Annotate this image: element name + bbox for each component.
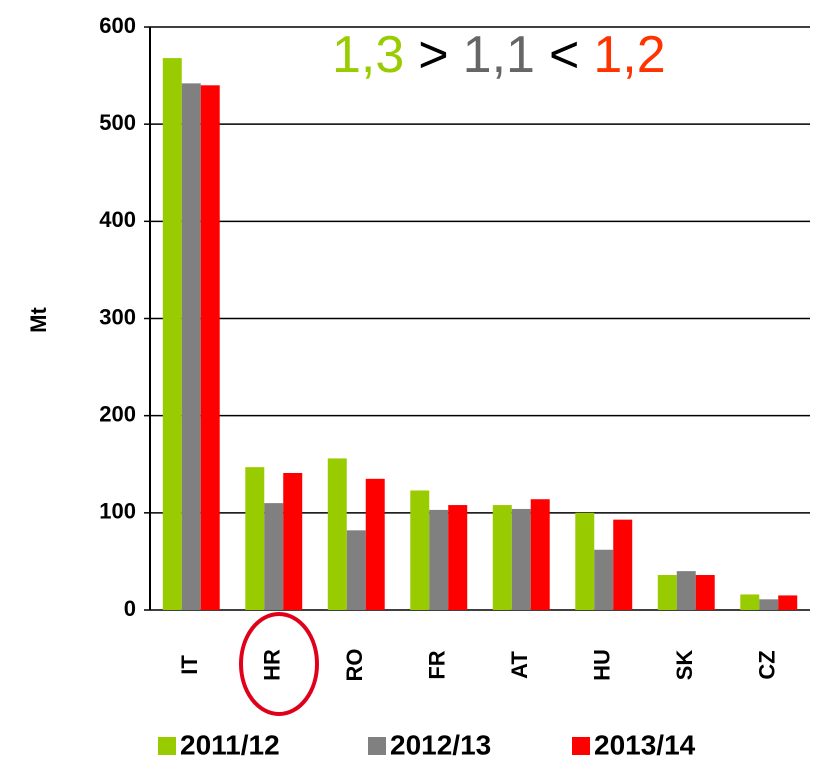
legend-label: 2011/12 xyxy=(180,729,280,760)
annotation-part: < xyxy=(549,26,579,84)
x-tick-label: IT xyxy=(177,655,202,675)
annotation-part: 1,3 xyxy=(332,26,404,84)
bar xyxy=(492,505,512,610)
legend-swatch xyxy=(158,737,176,755)
legend-swatch xyxy=(368,737,386,755)
bar xyxy=(448,505,468,610)
x-tick-label: AT xyxy=(507,651,532,679)
bar xyxy=(200,85,220,611)
bar xyxy=(676,571,696,610)
y-tick-label: 100 xyxy=(99,499,136,524)
x-tick-label: HU xyxy=(590,649,615,681)
bar xyxy=(740,594,760,610)
x-tick-label: FR xyxy=(425,650,450,679)
bar xyxy=(283,472,303,610)
x-tick-label: HR xyxy=(260,649,285,681)
x-tick-label: SK xyxy=(672,650,697,681)
bar xyxy=(245,467,265,610)
bar xyxy=(594,549,614,610)
annotation: 1,3 >1,1 <1,2 xyxy=(332,26,666,84)
bar xyxy=(410,490,430,610)
x-tick-label: CZ xyxy=(755,650,780,679)
legend-label: 2012/13 xyxy=(390,729,491,760)
y-axis-label: Mt xyxy=(26,307,51,333)
y-tick-label: 600 xyxy=(99,13,136,38)
bar xyxy=(365,478,385,610)
bar xyxy=(778,595,798,610)
bar xyxy=(429,509,449,610)
bar xyxy=(530,499,550,610)
bar xyxy=(759,599,779,610)
legend-swatch xyxy=(572,737,590,755)
bar xyxy=(657,575,677,610)
bar xyxy=(695,575,715,610)
bar xyxy=(613,519,633,610)
legend-label: 2013/14 xyxy=(594,729,696,760)
bar xyxy=(181,83,201,610)
bar xyxy=(162,58,182,611)
annotation-part: > xyxy=(418,26,448,84)
y-tick-label: 0 xyxy=(124,596,136,621)
bar xyxy=(346,530,366,610)
highlight-circle xyxy=(239,612,319,716)
y-tick-label: 200 xyxy=(99,401,136,426)
y-tick-label: 500 xyxy=(99,110,136,135)
bar xyxy=(575,512,595,610)
annotation-part: 1,1 xyxy=(463,26,535,84)
annotation-part: 1,2 xyxy=(593,26,665,84)
bar xyxy=(264,503,284,610)
bar xyxy=(511,508,531,610)
y-tick-label: 300 xyxy=(99,304,136,329)
x-tick-label: RO xyxy=(342,649,367,682)
bar xyxy=(327,458,347,610)
y-tick-label: 400 xyxy=(99,207,136,232)
